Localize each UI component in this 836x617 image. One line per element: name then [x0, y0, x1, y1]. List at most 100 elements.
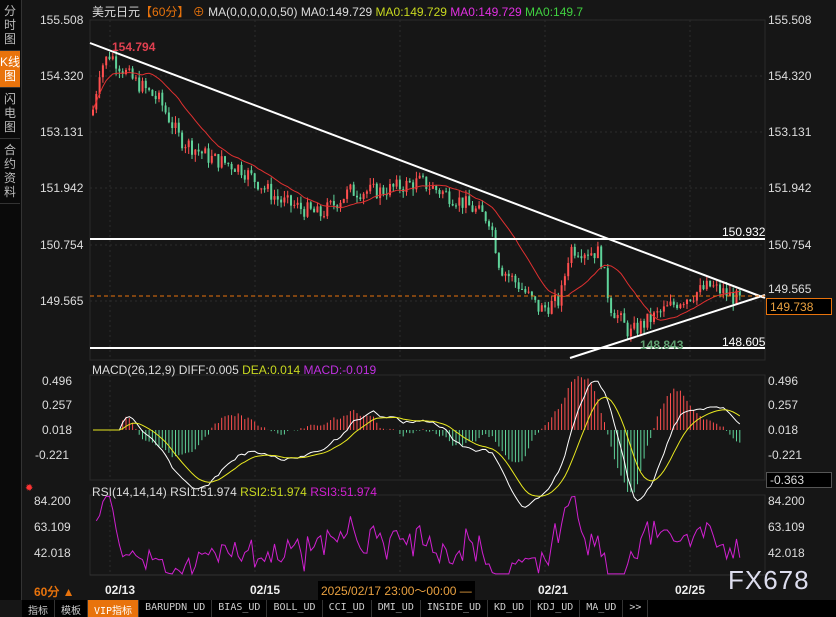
ma-params[interactable]: MA(0,0,0,0,0,50)	[208, 5, 298, 19]
candle-body	[200, 151, 203, 154]
toolbar-item[interactable]: BOLL_UD	[267, 600, 323, 617]
macd-params[interactable]: MACD(26,12,9)	[92, 363, 176, 377]
candle-body	[270, 183, 273, 200]
price-axis-label-right: 155.508	[768, 13, 812, 27]
candle-body	[573, 246, 576, 256]
candle-body	[557, 294, 560, 306]
price-axis-label-right: 151.942	[768, 181, 812, 195]
tab-contract-info[interactable]: 合约资料	[0, 139, 20, 204]
candle-body	[530, 291, 533, 297]
candle-body	[339, 202, 342, 209]
candle-body	[497, 253, 500, 268]
candle-body	[326, 202, 329, 217]
rsi-axis-label-right: 84.200	[768, 494, 805, 508]
candle-body	[692, 300, 695, 302]
candle-body	[257, 182, 259, 190]
rsi2-value: RSI2:51.974	[240, 485, 307, 499]
rsi-alert-icon[interactable]: ✹	[25, 483, 34, 494]
candle-body	[705, 280, 708, 290]
rsi1-value: RSI1:51.974	[170, 485, 237, 499]
candle-body	[583, 254, 586, 259]
trendline-down	[89, 42, 766, 299]
chart-header: 美元日元【60分】 ⊕ MA(0,0,0,0,0,50) MA0:149.729…	[92, 3, 583, 20]
toolbar-item[interactable]: 指标	[22, 600, 55, 617]
price-axis-label: 154.320	[40, 69, 84, 83]
toolbar-item[interactable]: KDJ_UD	[531, 600, 581, 617]
candle-body	[580, 256, 583, 259]
candle-body	[151, 89, 154, 96]
candle-body	[276, 196, 279, 200]
candle-body	[138, 77, 141, 92]
high-label: 154.794	[112, 40, 156, 54]
toolbar-item[interactable]: MA_UD	[580, 600, 624, 617]
toolbar-item[interactable]: INSIDE_UD	[421, 600, 489, 617]
toolbar-item[interactable]: >>	[623, 600, 649, 617]
tab-flash[interactable]: 闪电图	[0, 88, 20, 139]
candle-body	[422, 175, 424, 177]
candle-body	[105, 56, 108, 66]
candle-body	[418, 175, 421, 179]
candle-body	[164, 105, 167, 113]
crosshair-icon[interactable]: ⊕	[192, 5, 205, 19]
candle-body	[577, 255, 580, 257]
candle-body	[365, 191, 368, 194]
candle-body	[323, 216, 325, 218]
candle-body	[296, 202, 299, 205]
candle-body	[521, 288, 523, 290]
macd-axis-label-right: 0.496	[768, 374, 799, 388]
ma0-value: MA0:149.729	[300, 5, 373, 19]
lower-line-label: 148.605	[722, 335, 766, 349]
candle-body	[550, 300, 553, 314]
candle-body	[633, 322, 636, 329]
tab-kline[interactable]: K线图	[0, 51, 20, 88]
period-label[interactable]: 【60分】	[140, 5, 190, 19]
candle-body	[616, 314, 619, 319]
toolbar-item[interactable]: CCI_UD	[323, 600, 372, 617]
candle-body	[332, 201, 335, 206]
upper-line-label: 150.932	[722, 225, 766, 239]
macd-header: MACD(26,12,9) DIFF:0.005 DEA:0.014 MACD:…	[92, 363, 376, 377]
chart-canvas[interactable]	[0, 0, 836, 600]
rsi-params[interactable]: RSI(14,14,14)	[92, 485, 167, 499]
tab-timeshare[interactable]: 分时图	[0, 0, 20, 51]
macd-current-tag: -0.363	[766, 472, 832, 488]
period-selector[interactable]: 60分 ▲	[34, 585, 75, 599]
candle-body	[507, 273, 510, 277]
candle-body	[474, 208, 477, 212]
candle-body	[636, 322, 639, 334]
candle-body	[669, 301, 672, 306]
candle-body	[735, 290, 738, 304]
candle-body	[662, 306, 665, 312]
sidebar: 分时图 K线图 闪电图 合约资料	[0, 0, 22, 600]
candle-body	[362, 193, 365, 200]
price-axis-label: 149.565	[40, 294, 84, 308]
toolbar-item[interactable]: KD_UD	[488, 600, 532, 617]
candle-body	[524, 289, 527, 293]
candle-body	[643, 320, 646, 328]
candle-body	[567, 263, 570, 277]
macd-axis-label: 0.257	[42, 398, 73, 412]
candle-body	[369, 184, 372, 192]
toolbar-item[interactable]: BARUPDN_UD	[139, 600, 213, 617]
candle-body	[167, 112, 170, 123]
toolbar-item[interactable]: 模板	[55, 600, 88, 617]
candle-body	[260, 188, 263, 190]
candle-body	[237, 164, 240, 172]
candle-body	[115, 56, 118, 69]
macd-axis-label-right: 0.257	[768, 398, 799, 412]
ma-line	[92, 71, 740, 321]
panel-frame	[89, 374, 766, 481]
candle-body	[639, 320, 642, 334]
candle-body	[158, 92, 160, 100]
toolbar-item[interactable]: DMI_UD	[372, 600, 421, 617]
candle-body	[732, 292, 735, 304]
toolbar-item[interactable]: VIP指标	[88, 600, 140, 617]
candle-body	[395, 179, 398, 187]
toolbar-item[interactable]: BIAS_UD	[212, 600, 268, 617]
candle-body	[392, 184, 395, 187]
rsi-axis-label-right: 63.109	[768, 520, 805, 534]
candle-body	[177, 122, 180, 133]
candle-body	[352, 184, 355, 196]
candle-body	[290, 195, 292, 206]
candle-body	[313, 208, 316, 213]
